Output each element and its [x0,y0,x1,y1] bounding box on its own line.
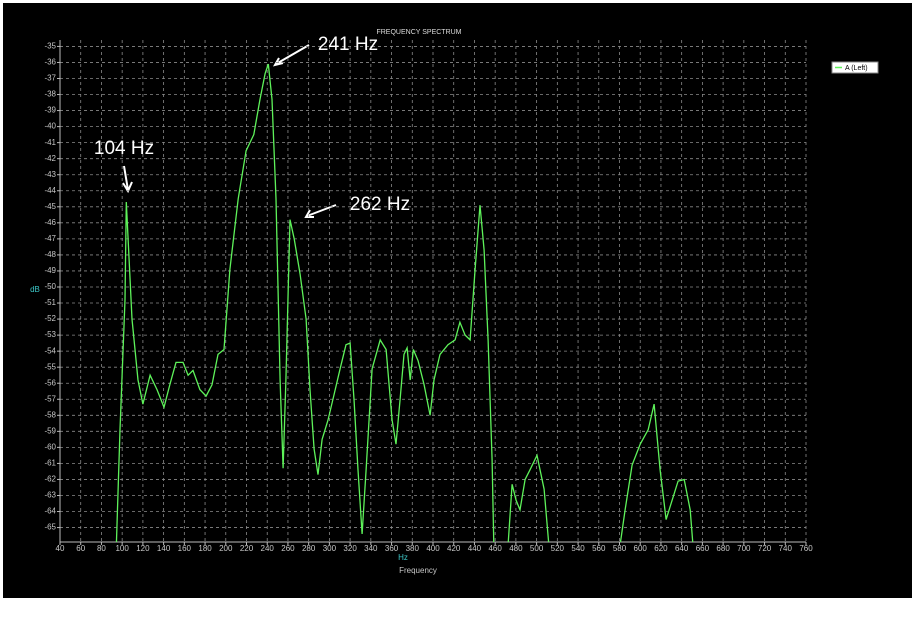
annotation: 241 Hz [318,34,378,55]
x-tick-label: 500 [530,544,544,553]
x-tick-label: 540 [571,544,585,553]
y-tick-label: -45 [44,202,56,211]
x-tick-label: 740 [779,544,793,553]
x-tick-label: 180 [198,544,212,553]
x-tick-label: 640 [675,544,689,553]
y-tick-label: -49 [44,266,56,275]
y-tick-label: -54 [44,346,56,355]
legend-box [831,61,879,74]
x-unit: Hz [398,553,408,562]
y-tick-label: -38 [44,90,56,99]
legend-label: A (Left) [845,65,868,72]
x-tick-label: 480 [509,544,523,553]
x-tick-label: 760 [799,544,813,553]
y-tick-label: -61 [44,459,56,468]
y-tick-label: -50 [44,282,56,291]
legend: A (Left) [831,61,879,74]
annotation: 104 Hz [94,138,154,159]
y-tick-label: -63 [44,491,56,500]
x-tick-label: 40 [56,544,65,553]
x-tick-label: 220 [240,544,254,553]
x-tick-label: 680 [716,544,730,553]
x-tick-label: 700 [737,544,751,553]
y-tick-label: -46 [44,218,56,227]
y-tick-label: -60 [44,442,56,451]
x-tick-label: 520 [551,544,565,553]
x-tick-label: 560 [592,544,606,553]
x-tick-label: 160 [178,544,192,553]
x-tick-label: 320 [343,544,357,553]
x-tick-label: 340 [364,544,378,553]
x-tick-label: 300 [323,544,337,553]
x-tick-label: 580 [613,544,627,553]
y-tick-label: -52 [44,314,56,323]
x-tick-label: 100 [115,544,129,553]
y-unit: dB [30,285,40,294]
x-tick-label: 80 [97,544,106,553]
x-tick-label: 600 [634,544,648,553]
x-tick-label: 240 [261,544,275,553]
y-tick-label: -55 [44,362,56,371]
y-tick-label: -57 [44,394,56,403]
spectrum-line [115,63,694,542]
y-tick-label: -51 [44,298,56,307]
x-tick-label: 460 [488,544,502,553]
x-tick-label: 120 [136,544,150,553]
y-tick-label: -37 [44,74,56,83]
y-tick-label: -42 [44,154,56,163]
y-tick-label: -56 [44,378,56,387]
x-tick-label: 280 [302,544,316,553]
x-tick-label: 400 [426,544,440,553]
x-tick-label: 720 [758,544,772,553]
x-tick-label: 360 [385,544,399,553]
x-tick-label: 660 [696,544,710,553]
y-tick-label: -44 [44,186,56,195]
y-tick-label: -39 [44,106,56,115]
y-tick-label: -64 [44,507,56,516]
y-tick-label: -48 [44,250,56,259]
x-tick-label: 200 [219,544,233,553]
y-tick-label: -62 [44,475,56,484]
y-tick-label: -65 [44,523,56,532]
x-tick-label: 620 [654,544,668,553]
y-tick-label: -47 [44,234,56,243]
x-axis-title: Frequency [399,566,437,575]
x-tick-label: 140 [157,544,171,553]
y-tick-label: -40 [44,122,56,131]
chart-title: FREQUENCY SPECTRUM [376,29,461,36]
y-tick-label: -58 [44,410,56,419]
annotation: 262 Hz [350,194,410,215]
y-tick-label: -59 [44,426,56,435]
y-tick-label: -53 [44,330,56,339]
y-tick-label: -36 [44,58,56,67]
x-tick-label: 380 [406,544,420,553]
y-tick-label: -43 [44,170,56,179]
x-tick-label: 420 [447,544,461,553]
background [3,3,912,598]
y-tick-label: -41 [44,138,56,147]
x-tick-label: 440 [468,544,482,553]
y-tick-label: -35 [44,42,56,51]
x-tick-label: 60 [76,544,85,553]
x-tick-label: 260 [281,544,295,553]
